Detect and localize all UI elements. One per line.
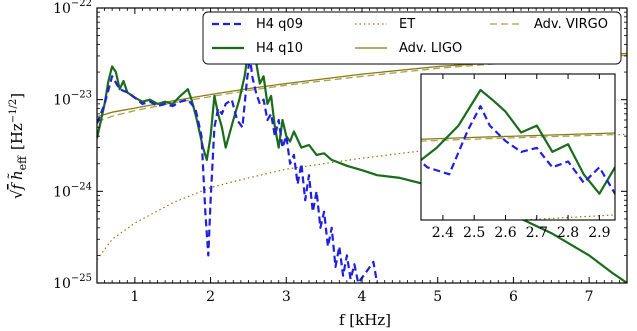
x-tick-label: 6 <box>509 289 518 305</box>
legend-label-h4-q09: H4 q09 <box>256 17 303 32</box>
x-tick-label: 7 <box>585 289 594 305</box>
legend: H4 q09 ET Adv. VIRGO H4 q10 Adv. LIGO <box>202 11 622 65</box>
legend-box <box>202 11 622 65</box>
x-tick-label: 4 <box>358 289 367 305</box>
x-tick-label: 1 <box>130 289 139 305</box>
series-h4-q09-line <box>97 54 379 283</box>
y-axis-label-text: √fh̃eff[Hz−1/2] <box>8 93 29 199</box>
inset-series-adv-virgo-line <box>421 133 615 142</box>
inset-x-tick-label: 2.4 <box>432 225 454 241</box>
x-tick-label: 5 <box>433 289 442 305</box>
y-tick-label: 10−25 <box>53 273 92 292</box>
x-tick-label: 3 <box>282 289 291 305</box>
inset-frame <box>420 73 616 221</box>
y-tick-label: 10−22 <box>53 0 92 17</box>
inset-x-tick-label: 2.9 <box>588 225 610 241</box>
legend-label-et: ET <box>399 17 415 32</box>
inset-series-adv-ligo-line <box>421 132 615 140</box>
y-axis-label: √fh̃eff[Hz−1/2] <box>8 93 29 199</box>
inset-x-tick-label: 2.6 <box>494 225 516 241</box>
legend-label-h4-q10: H4 q10 <box>256 41 303 56</box>
legend-label-adv-ligo: Adv. LIGO <box>399 41 462 56</box>
inset-x-tick-label: 2.8 <box>557 225 579 241</box>
y-tick-label: 10−24 <box>53 181 92 200</box>
inset-series-h4-q10-line <box>421 88 615 195</box>
inset-x-tick-label: 2.5 <box>463 225 485 241</box>
inset-plot: 2.4 2.5 2.6 2.7 2.8 2.9 <box>420 73 616 241</box>
inset-x-tick-label: 2.7 <box>526 225 548 241</box>
inset-series-h4-q09-line <box>421 105 615 195</box>
x-axis-label: f [kHz] <box>339 311 391 329</box>
x-tick-label: 2 <box>206 289 215 305</box>
inset-series <box>421 88 615 220</box>
inset-background <box>421 74 615 220</box>
y-tick-label: 10−23 <box>53 90 92 109</box>
legend-label-adv-virgo: Adv. VIRGO <box>534 17 608 32</box>
